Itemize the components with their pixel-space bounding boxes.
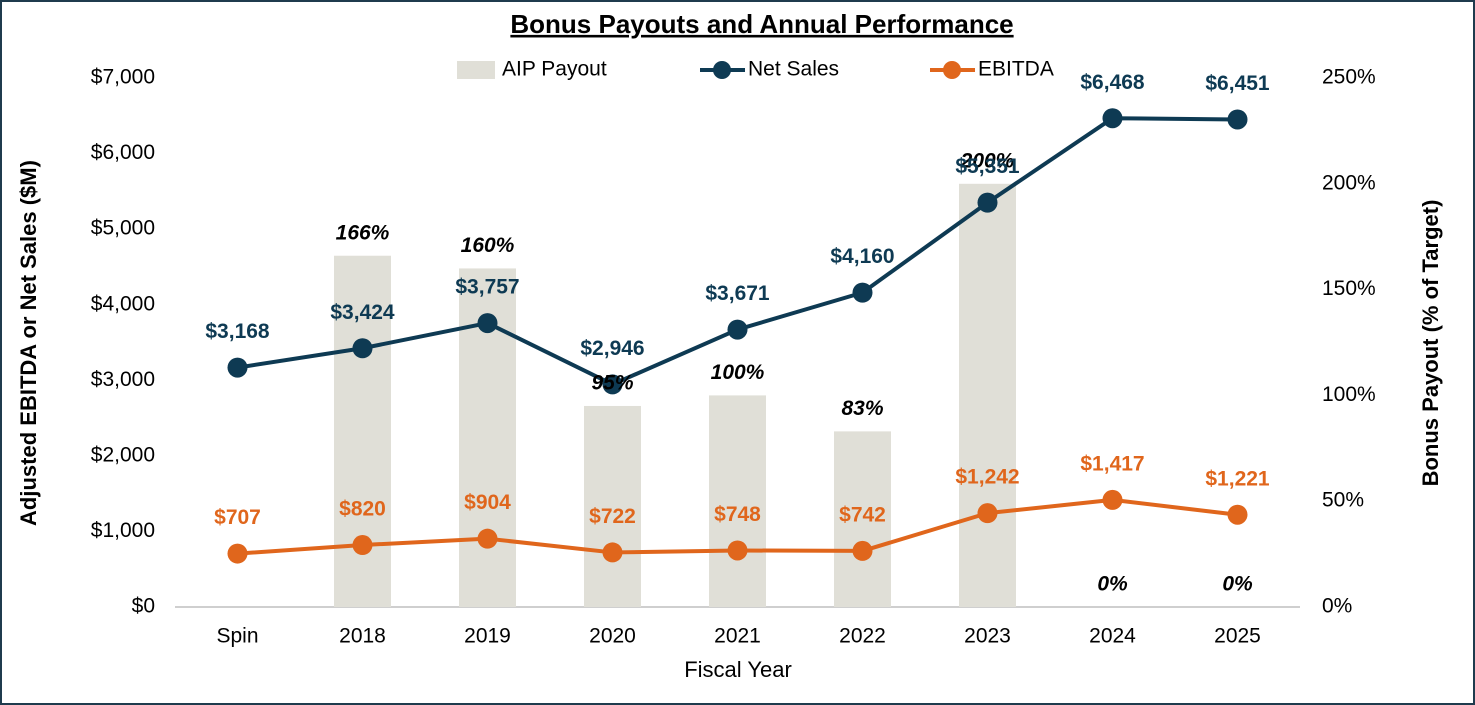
legend-swatch bbox=[713, 61, 731, 79]
line-value-label: $4,160 bbox=[830, 245, 894, 268]
x-tick-label: 2020 bbox=[589, 625, 636, 648]
line-marker bbox=[477, 313, 498, 334]
line-value-label: $5,351 bbox=[955, 155, 1020, 178]
legend-label: AIP Payout bbox=[502, 58, 607, 81]
line-value-label: $3,168 bbox=[205, 320, 270, 343]
y-tick-label: $1,000 bbox=[91, 519, 155, 542]
y2-tick-label: 100% bbox=[1322, 383, 1376, 406]
y-tick-label: $3,000 bbox=[91, 368, 155, 391]
line-marker bbox=[352, 338, 373, 359]
line-marker bbox=[227, 543, 248, 564]
line-marker bbox=[852, 540, 873, 561]
line-value-label: $1,221 bbox=[1205, 467, 1270, 490]
line-marker bbox=[1102, 489, 1123, 510]
line-value-label: $6,451 bbox=[1205, 72, 1270, 95]
y2-tick-label: 150% bbox=[1322, 277, 1376, 300]
line-marker bbox=[852, 282, 873, 303]
y-tick-label: $2,000 bbox=[91, 443, 155, 466]
y2-tick-label: 0% bbox=[1322, 595, 1352, 618]
legend-label: EBITDA bbox=[978, 58, 1054, 81]
chart-title: Bonus Payouts and Annual Performance bbox=[510, 9, 1013, 39]
y2-tick-label: 200% bbox=[1322, 171, 1376, 194]
bar-value-label: 160% bbox=[461, 234, 515, 257]
line-marker bbox=[602, 542, 623, 563]
line-marker bbox=[977, 192, 998, 213]
line-value-label: $904 bbox=[464, 491, 511, 514]
y2-tick-label: 250% bbox=[1322, 66, 1376, 89]
line-value-label: $3,757 bbox=[455, 276, 519, 299]
line-marker bbox=[227, 357, 248, 378]
bar bbox=[584, 405, 641, 607]
line-value-label: $3,424 bbox=[330, 301, 395, 324]
line-marker bbox=[1227, 109, 1248, 130]
y-tick-label: $4,000 bbox=[91, 292, 155, 315]
line-marker bbox=[977, 503, 998, 524]
line-marker bbox=[477, 528, 498, 549]
legend-swatch bbox=[457, 61, 495, 79]
bar bbox=[834, 431, 891, 607]
line-value-label: $742 bbox=[839, 503, 886, 526]
bar-value-label: 95% bbox=[591, 372, 633, 395]
y-tick-label: $7,000 bbox=[91, 66, 155, 89]
x-axis-title: Fiscal Year bbox=[684, 657, 792, 682]
line-marker bbox=[602, 374, 623, 395]
line-value-label: $3,671 bbox=[705, 282, 770, 305]
x-tick-label: 2023 bbox=[964, 625, 1011, 648]
line-marker bbox=[1227, 504, 1248, 525]
legend-swatch bbox=[943, 61, 961, 79]
legend-label: Net Sales bbox=[748, 58, 839, 81]
bar-value-label: 0% bbox=[1097, 573, 1128, 596]
line-value-label: $748 bbox=[714, 503, 761, 526]
line-value-label: $2,946 bbox=[580, 337, 644, 360]
x-tick-label: Spin bbox=[216, 625, 258, 648]
y-tick-label: $5,000 bbox=[91, 217, 155, 240]
y2-tick-label: 50% bbox=[1322, 489, 1364, 512]
bar-value-label: 0% bbox=[1222, 573, 1253, 596]
y-tick-label: $0 bbox=[132, 595, 155, 618]
line-value-label: $820 bbox=[339, 498, 386, 521]
line-marker bbox=[1102, 108, 1123, 129]
x-tick-label: 2021 bbox=[714, 625, 761, 648]
y2-axis-title: Bonus Payout (% of Target) bbox=[1418, 200, 1443, 487]
x-tick-label: 2025 bbox=[1214, 625, 1261, 648]
x-tick-label: 2018 bbox=[339, 625, 386, 648]
bar bbox=[959, 183, 1016, 608]
y-axis-title: Adjusted EBITDA or Net Sales ($M) bbox=[16, 160, 41, 526]
x-tick-label: 2019 bbox=[464, 625, 511, 648]
bar-value-label: 83% bbox=[841, 397, 883, 420]
x-tick-label: 2022 bbox=[839, 625, 886, 648]
x-tick-label: 2024 bbox=[1089, 625, 1136, 648]
line-value-label: $1,242 bbox=[955, 466, 1019, 489]
bar-value-label: 200% bbox=[960, 149, 1015, 172]
line-marker bbox=[352, 535, 373, 556]
bar bbox=[709, 395, 766, 607]
line-value-label: $1,417 bbox=[1080, 452, 1144, 475]
line-value-label: $707 bbox=[214, 506, 261, 529]
y-tick-label: $6,000 bbox=[91, 141, 155, 164]
line-value-label: $6,468 bbox=[1080, 71, 1145, 94]
line-value-label: $722 bbox=[589, 505, 636, 528]
line-marker bbox=[727, 540, 748, 561]
line-marker bbox=[727, 319, 748, 340]
bar-value-label: 166% bbox=[336, 221, 390, 244]
bar-value-label: 100% bbox=[711, 361, 765, 384]
